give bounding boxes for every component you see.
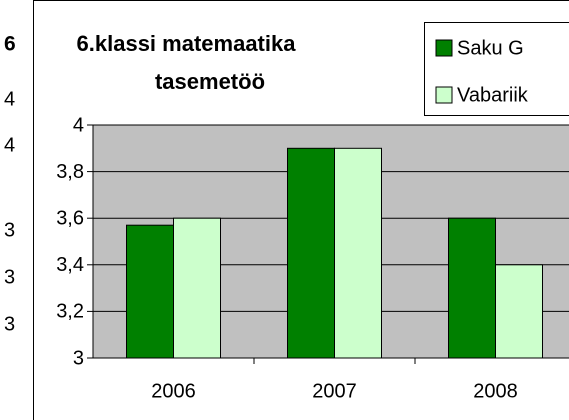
y-tick-label: 3 xyxy=(73,347,84,369)
background-fragment: 3 xyxy=(4,313,15,335)
x-tick-label: 2008 xyxy=(473,380,518,402)
background-fragment: 3 xyxy=(4,266,15,288)
background-fragment: 6 xyxy=(4,33,16,56)
legend-swatch xyxy=(435,39,453,57)
x-tick-label: 2006 xyxy=(151,380,196,402)
bar xyxy=(126,224,174,359)
chart-title: tasemetöö xyxy=(155,69,265,94)
bar xyxy=(334,147,382,359)
legend-label: Saku G xyxy=(457,37,524,59)
background-fragment: 4 xyxy=(4,88,15,110)
legend-swatch xyxy=(435,86,453,104)
y-tick-label: 3,4 xyxy=(56,254,84,276)
bar xyxy=(448,217,496,359)
y-tick-label: 3,6 xyxy=(56,207,84,229)
legend-label: Vabariik xyxy=(457,84,529,106)
chart-title: 6.klassi matemaatika xyxy=(77,31,297,56)
bar xyxy=(495,264,543,359)
y-tick-label: 4 xyxy=(73,114,84,136)
background-fragment: 3 xyxy=(4,219,15,241)
y-tick-label: 3,8 xyxy=(56,161,84,183)
bar xyxy=(287,147,335,359)
background-fragment: 4 xyxy=(4,134,15,156)
x-tick-label: 2007 xyxy=(312,380,357,402)
y-tick-label: 3,2 xyxy=(56,301,84,323)
bar xyxy=(173,217,221,359)
